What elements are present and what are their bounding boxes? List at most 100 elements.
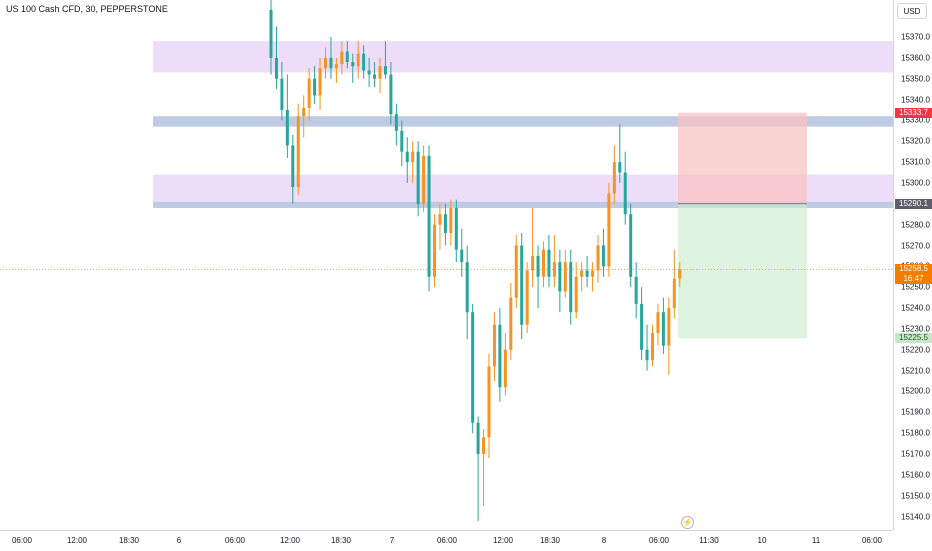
price-tick-label: 15230.0	[901, 324, 930, 334]
candle-body	[476, 422, 480, 454]
candle-body	[498, 324, 502, 388]
candle-body	[558, 262, 562, 292]
candle-body	[373, 74, 377, 79]
candle-body	[394, 114, 398, 131]
last-price-label: 15258.5	[895, 264, 932, 275]
price-tick-label: 15160.0	[901, 470, 930, 480]
take-profit-zone	[678, 203, 807, 339]
candle-body	[334, 64, 338, 69]
chart-area[interactable]	[0, 0, 893, 530]
zone-level-1	[153, 116, 893, 127]
price-tick-label: 15280.0	[901, 220, 930, 230]
candle-body	[422, 155, 426, 204]
candle-body	[585, 270, 589, 277]
candle-body	[667, 308, 671, 346]
zone-level-3	[153, 201, 893, 208]
currency-button[interactable]: USD	[897, 3, 927, 19]
candle-body	[678, 269, 682, 279]
candle-body	[269, 9, 273, 58]
price-tick-label: 15170.0	[901, 449, 930, 459]
time-tick-label: 06:00	[224, 536, 246, 545]
candle-body	[454, 207, 458, 250]
candle-body	[591, 270, 595, 277]
candle-body	[362, 53, 366, 71]
candle-body	[438, 214, 442, 225]
candle-body	[318, 68, 322, 96]
time-tick-label: 11:30	[699, 536, 719, 545]
price-tick-label: 15360.0	[901, 53, 930, 63]
price-tick-label: 15140.0	[901, 512, 930, 522]
candle-body	[351, 62, 355, 67]
candle-body	[307, 78, 311, 108]
candle-body	[531, 255, 535, 271]
candle-body	[547, 249, 551, 277]
stop-price-label: 15333.7	[895, 107, 932, 118]
candle-body	[629, 214, 633, 277]
candle-body	[661, 312, 665, 346]
candle-body	[340, 51, 344, 65]
candle-body	[285, 109, 289, 146]
price-tick-label: 15220.0	[901, 345, 930, 355]
candle-body	[618, 162, 622, 173]
candle-body	[400, 130, 404, 152]
candle-body	[672, 278, 676, 309]
candle-body	[291, 145, 295, 188]
time-tick-label: 8	[601, 536, 607, 545]
candle-body	[482, 437, 486, 454]
time-tick-label: 12:00	[66, 536, 88, 545]
price-tick-label: 15300.0	[901, 178, 930, 188]
candle-body	[367, 70, 371, 75]
time-tick-label: 06:00	[436, 536, 458, 545]
candle-body	[525, 270, 529, 325]
candle-body	[433, 224, 436, 277]
candle-body	[280, 78, 284, 110]
candlestick-chart[interactable]	[0, 0, 893, 530]
bar-countdown-label: 16:47	[895, 274, 932, 285]
candle-body	[612, 162, 616, 194]
candle-body	[296, 116, 300, 188]
candle-body	[329, 57, 333, 69]
candle-body	[580, 270, 584, 277]
price-tick-label: 15370.0	[901, 32, 930, 42]
time-tick-label: 06:00	[861, 536, 883, 545]
zone-resistance-0	[153, 41, 893, 73]
candle-body	[640, 303, 644, 350]
candle-body	[492, 324, 496, 367]
candle-body	[274, 57, 278, 79]
price-tick-label: 15330.0	[901, 115, 930, 125]
candle-body	[449, 207, 453, 233]
price-axis[interactable]: 15370.0 15360.0 15350.0 15340.0 15330.0 15320…	[893, 0, 932, 530]
symbol-title[interactable]: US 100 Cash CFD, 30, PEPPERSTONE	[6, 4, 168, 14]
time-tick-label: 11	[811, 536, 821, 545]
price-tick-label: 15190.0	[901, 407, 930, 417]
time-tick-label: 18:30	[330, 536, 352, 545]
candle-body	[542, 249, 545, 277]
candle-body	[563, 262, 567, 292]
time-tick-label: 10	[757, 536, 767, 545]
price-tick-label: 15210.0	[901, 366, 930, 376]
candle-body	[356, 53, 360, 67]
candle-body	[487, 366, 491, 438]
candle-body	[645, 349, 649, 361]
candle-body	[552, 262, 556, 277]
lightning-icon[interactable]: ⚡	[681, 516, 694, 529]
time-tick-label: 12:00	[279, 536, 301, 545]
candle-body	[443, 214, 447, 233]
candle-body	[313, 78, 317, 96]
candle-body	[471, 312, 475, 423]
price-tick-label: 15350.0	[901, 74, 930, 84]
candle-body	[345, 51, 349, 63]
price-tick-label: 15150.0	[901, 491, 930, 501]
price-tick-label: 15200.0	[901, 386, 930, 396]
candle-body	[389, 74, 393, 115]
candle-body	[460, 249, 464, 263]
candle-body	[302, 107, 306, 117]
time-tick-label: 06:00	[648, 536, 670, 545]
price-tick-label: 15270.0	[901, 241, 930, 250]
candle-body	[405, 151, 409, 163]
time-axis[interactable]: 06:00 12:00 18:30 6 06:00 12:00 18:30 7 06:00 12:…	[0, 530, 893, 551]
candle-body	[416, 151, 420, 204]
candle-body	[607, 193, 611, 267]
entry-price-label: 15290.1	[895, 198, 932, 209]
candle-body	[465, 262, 469, 313]
